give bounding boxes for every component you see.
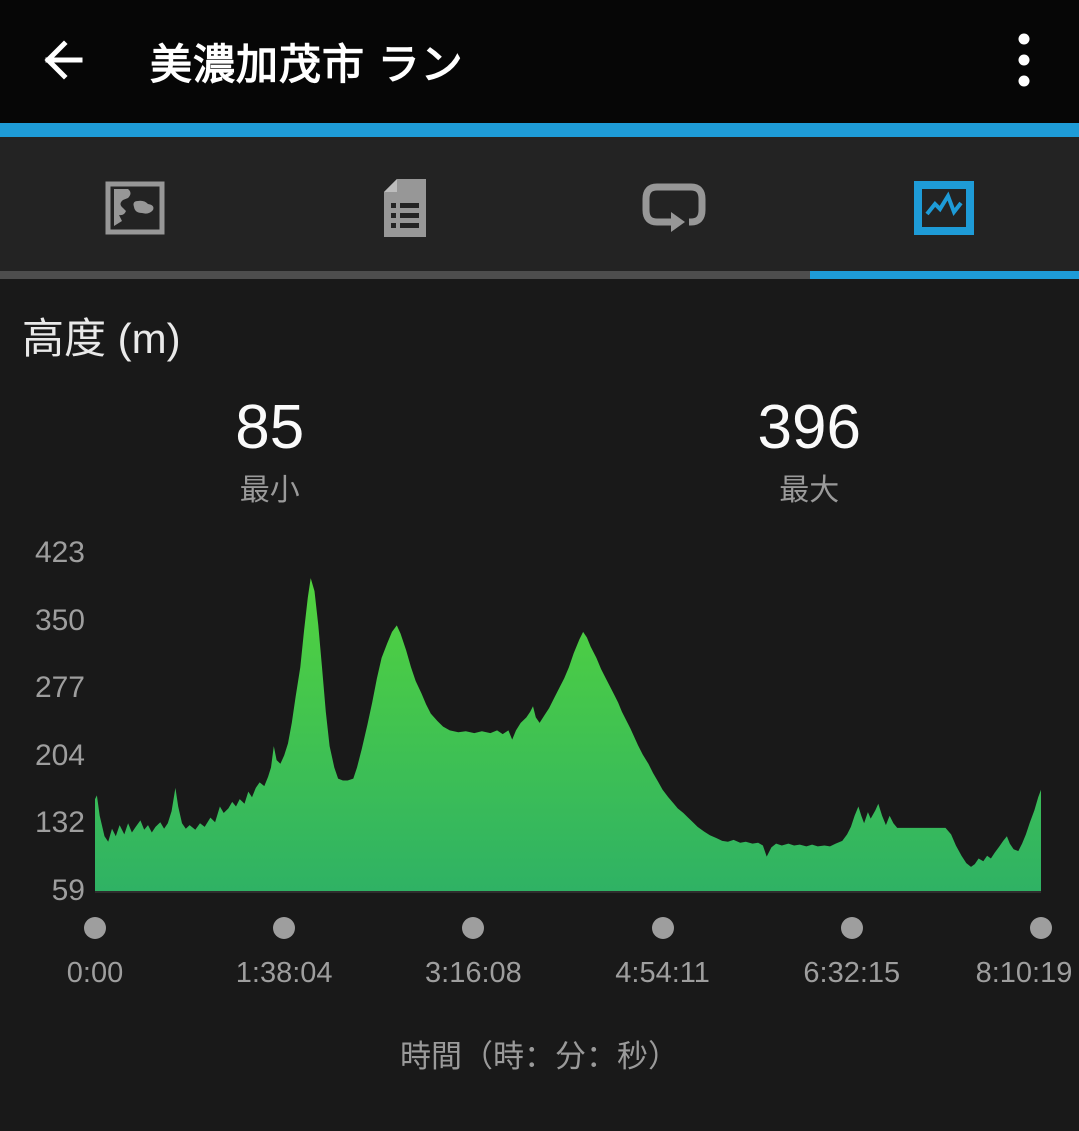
max-elevation-label: 最大	[779, 474, 840, 507]
x-axis-dot[interactable]	[840, 917, 863, 939]
tab-laps[interactable]	[540, 137, 810, 279]
elevation-area-plot[interactable]	[95, 553, 1041, 891]
lap-loop-icon	[641, 180, 707, 236]
x-tick-label: 8:10:19	[975, 957, 1073, 989]
min-elevation-value: 85	[235, 393, 305, 462]
min-elevation-label: 最小	[239, 474, 300, 507]
max-elevation-stat: 396 最大	[540, 397, 1079, 507]
overflow-menu-button[interactable]	[969, 0, 1079, 123]
x-axis-title: 時間（時：分：秒）	[400, 1039, 679, 1074]
map-icon	[104, 180, 166, 236]
y-tick-label: 423	[34, 536, 85, 569]
x-axis-dot[interactable]	[651, 917, 674, 939]
chart-icon	[914, 181, 975, 235]
tab-underline-active	[810, 271, 1079, 279]
tab-charts[interactable]	[809, 137, 1079, 279]
y-tick-label: 204	[34, 738, 85, 772]
x-tick-label: 4:54:11	[615, 957, 710, 989]
app-header: 美濃加茂市 ラン	[0, 0, 1079, 123]
y-tick-label: 59	[51, 874, 85, 907]
activity-title: 美濃加茂市 ラン	[150, 41, 464, 88]
y-tick-label: 132	[34, 806, 85, 840]
x-tick-label: 1:38:04	[235, 957, 333, 989]
chart-summary-stats: 85 最小 396 最大	[0, 397, 1079, 507]
x-axis-dot[interactable]	[273, 917, 296, 939]
x-axis-dot[interactable]	[462, 917, 485, 939]
back-button[interactable]	[0, 0, 120, 123]
elevation-chart-panel: 高度 (m) 85 最小 396 最大 423 350 277 204 132 59	[0, 279, 1079, 1131]
kebab-menu-icon	[1017, 31, 1031, 92]
x-tick-label: 0:00	[66, 957, 124, 989]
back-arrow-icon	[34, 34, 86, 89]
x-axis-dot[interactable]	[1030, 917, 1052, 939]
x-tick-label: 3:16:08	[425, 957, 522, 989]
y-tick-label: 350	[34, 603, 85, 637]
activity-tab-bar	[0, 137, 1079, 279]
chart-title: 高度 (m)	[22, 315, 181, 362]
y-tick-label: 277	[34, 671, 85, 705]
header-accent-bar	[0, 123, 1079, 137]
tab-stats[interactable]	[270, 137, 540, 279]
document-list-icon	[381, 177, 429, 239]
x-tick-label: 6:32:15	[803, 957, 901, 989]
x-axis-line	[95, 891, 1041, 893]
min-elevation-stat: 85 最小	[0, 397, 540, 507]
tab-map[interactable]	[0, 137, 270, 279]
x-axis-dot[interactable]	[84, 917, 106, 939]
max-elevation-value: 396	[757, 393, 861, 462]
tab-underline-inactive	[0, 271, 810, 279]
